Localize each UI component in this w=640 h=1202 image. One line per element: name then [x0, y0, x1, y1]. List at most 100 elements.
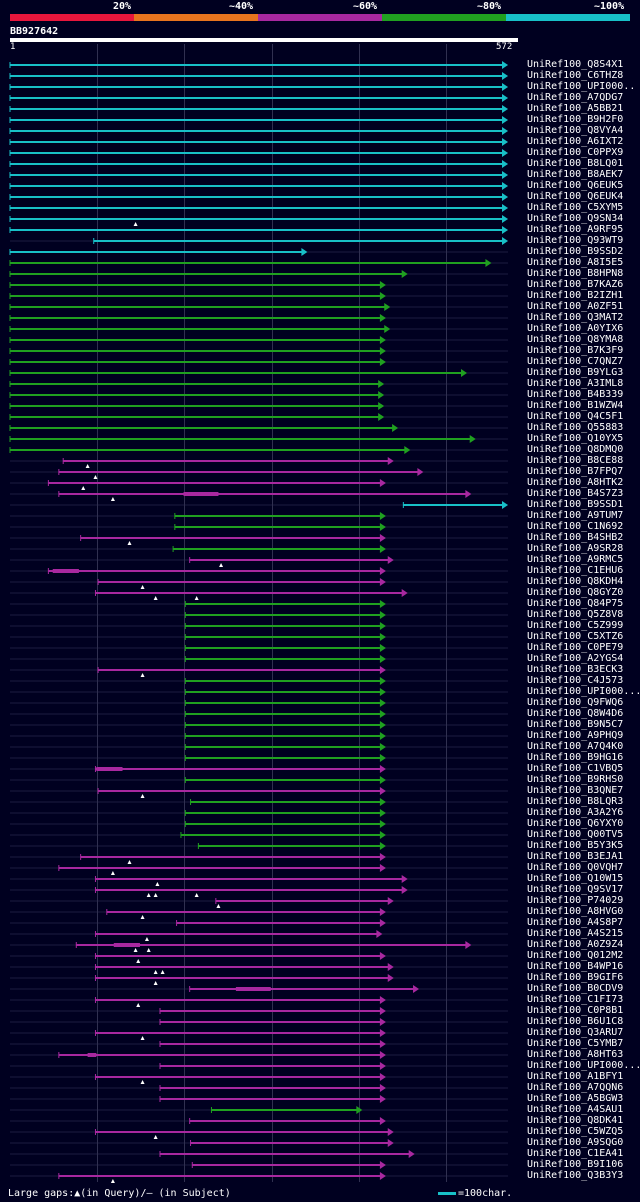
hit-label[interactable]: UniRef100_A8HVG0: [527, 906, 624, 917]
hit-label[interactable]: UniRef100_A0YIX6: [527, 323, 624, 334]
hit-label[interactable]: UniRef100_B9GIF6: [527, 972, 624, 983]
hit-label[interactable]: UniRef100_C7QNZ7: [527, 356, 624, 367]
hit-label[interactable]: UniRef100_B4B339: [527, 389, 624, 400]
hit-label[interactable]: UniRef100_A7Q4K0: [527, 741, 624, 752]
hit-label[interactable]: UniRef100_A0Z9Z4: [527, 939, 624, 950]
hit-label[interactable]: UniRef100_Q8GYZ0: [527, 587, 624, 598]
hit-label[interactable]: UniRef100_A3IML8: [527, 378, 624, 389]
hit-label[interactable]: UniRef100_C5XYM5: [527, 202, 624, 213]
hit-label[interactable]: UniRef100_A0ZF51: [527, 301, 624, 312]
hit-label[interactable]: UniRef100_Q012M2: [527, 950, 624, 961]
hit-label[interactable]: UniRef100_Q93WT9: [527, 235, 624, 246]
hit-label[interactable]: UniRef100_C0P8B1: [527, 1005, 624, 1016]
hit-label[interactable]: UniRef100_B3ECK3: [527, 664, 624, 675]
hit-label[interactable]: UniRef100_B4S7Z3: [527, 488, 624, 499]
hit-label[interactable]: UniRef100_A7QDG7: [527, 92, 624, 103]
hit-label[interactable]: UniRef100_B3EJA1: [527, 851, 624, 862]
hit-label[interactable]: UniRef100_B2IZH1: [527, 290, 624, 301]
hit-label[interactable]: UniRef100_B4SHB2: [527, 532, 624, 543]
hit-label[interactable]: UniRef100_B0CDV9: [527, 983, 624, 994]
hit-label[interactable]: UniRef100_B7KAZ6: [527, 279, 624, 290]
hit-label[interactable]: UniRef100_A5BGW3: [527, 1093, 624, 1104]
hit-label[interactable]: UniRef100_B9RHS0: [527, 774, 624, 785]
hit-label[interactable]: UniRef100_A3A2Y6: [527, 807, 624, 818]
hit-label[interactable]: UniRef100_A8I5E5: [527, 257, 624, 268]
hit-label[interactable]: UniRef100_B7FPQ7: [527, 466, 624, 477]
hit-label[interactable]: UniRef100_C4J573: [527, 675, 624, 686]
hit-label[interactable]: UniRef100_B9SSD1: [527, 499, 624, 510]
hit-label[interactable]: UniRef100_UPI000...: [527, 1060, 640, 1071]
hit-label[interactable]: UniRef100_B1WZW4: [527, 400, 624, 411]
hit-label[interactable]: UniRef100_Q00TV5: [527, 829, 624, 840]
hit-label[interactable]: UniRef100_Q6EUK5: [527, 180, 624, 191]
hit-label[interactable]: UniRef100_Q8DMQ0: [527, 444, 624, 455]
hit-label[interactable]: UniRef100_Q8VYA4: [527, 125, 624, 136]
hit-label[interactable]: UniRef100_C1EA41: [527, 1148, 624, 1159]
hit-label[interactable]: UniRef100_C6THZ8: [527, 70, 624, 81]
hit-label[interactable]: UniRef100_C1N692: [527, 521, 624, 532]
hit-label[interactable]: UniRef100_A7QQN6: [527, 1082, 624, 1093]
hit-label[interactable]: UniRef100_A8HTK2: [527, 477, 624, 488]
hit-label[interactable]: UniRef100_B9H2F0: [527, 114, 624, 125]
hit-label[interactable]: UniRef100_A9RMC5: [527, 554, 624, 565]
hit-label[interactable]: UniRef100_A4SAU1: [527, 1104, 624, 1115]
hit-label[interactable]: UniRef100_B8CE88: [527, 455, 624, 466]
hit-label[interactable]: UniRef100_B4WP16: [527, 961, 624, 972]
hit-label[interactable]: UniRef100_Q55883: [527, 422, 624, 433]
hit-label[interactable]: UniRef100_Q8S4X1: [527, 59, 624, 70]
hit-label[interactable]: UniRef100_C1VBQ5: [527, 763, 624, 774]
hit-label[interactable]: UniRef100_B6U1C8: [527, 1016, 624, 1027]
hit-label[interactable]: UniRef100_Q6YXY0: [527, 818, 624, 829]
hit-label[interactable]: UniRef100_Q5Z8V8: [527, 609, 624, 620]
hit-label[interactable]: UniRef100_C5WZQ5: [527, 1126, 624, 1137]
hit-label[interactable]: UniRef100_Q0VQH7: [527, 862, 624, 873]
hit-label[interactable]: UniRef100_A1BFY1: [527, 1071, 624, 1082]
hit-label[interactable]: UniRef100_B8AEK7: [527, 169, 624, 180]
hit-label[interactable]: UniRef100_B8HPN8: [527, 268, 624, 279]
hit-label[interactable]: UniRef100_B3QNE7: [527, 785, 624, 796]
hit-label[interactable]: UniRef100_Q6EUK4: [527, 191, 624, 202]
hit-label[interactable]: UniRef100_A4S8P7: [527, 917, 624, 928]
hit-label[interactable]: UniRef100_A5BB21: [527, 103, 624, 114]
hit-label[interactable]: UniRef100_C5Z999: [527, 620, 624, 631]
hit-label[interactable]: UniRef100_A9SQG0: [527, 1137, 624, 1148]
hit-label[interactable]: UniRef100_UPI000..: [527, 81, 636, 92]
hit-label[interactable]: UniRef100_Q10W15: [527, 873, 624, 884]
hit-label[interactable]: UniRef100_Q8YMA8: [527, 334, 624, 345]
hit-label[interactable]: UniRef100_Q3MAT2: [527, 312, 624, 323]
hit-label[interactable]: UniRef100_C5YMB7: [527, 1038, 624, 1049]
hit-label[interactable]: UniRef100_C0PPX9: [527, 147, 624, 158]
hit-label[interactable]: UniRef100_P74029: [527, 895, 624, 906]
hit-label[interactable]: UniRef100_Q8KDH4: [527, 576, 624, 587]
hit-label[interactable]: UniRef100_B9I106: [527, 1159, 624, 1170]
hit-label[interactable]: UniRef100_UPI000...: [527, 686, 640, 697]
hit-label[interactable]: UniRef100_Q4C5F1: [527, 411, 624, 422]
hit-label[interactable]: UniRef100_C1EHU6: [527, 565, 624, 576]
hit-label[interactable]: UniRef100_A9SR28: [527, 543, 624, 554]
hit-label[interactable]: UniRef100_A9RF95: [527, 224, 624, 235]
hit-label[interactable]: UniRef100_Q8DK41: [527, 1115, 624, 1126]
hit-label[interactable]: UniRef100_A6IXT2: [527, 136, 624, 147]
hit-label[interactable]: UniRef100_Q3B3Y3: [527, 1170, 624, 1181]
hit-label[interactable]: UniRef100_A4S215: [527, 928, 624, 939]
hit-label[interactable]: UniRef100_Q84P75: [527, 598, 624, 609]
hit-label[interactable]: UniRef100_Q8W4D6: [527, 708, 624, 719]
hit-label[interactable]: UniRef100_C1FI73: [527, 994, 624, 1005]
hit-label[interactable]: UniRef100_B9HG16: [527, 752, 624, 763]
hit-label[interactable]: UniRef100_B5Y3K5: [527, 840, 624, 851]
hit-label[interactable]: UniRef100_B9SSD2: [527, 246, 624, 257]
hit-label[interactable]: UniRef100_Q9SN34: [527, 213, 624, 224]
hit-label[interactable]: UniRef100_A9PHQ9: [527, 730, 624, 741]
hit-label[interactable]: UniRef100_A8HT63: [527, 1049, 624, 1060]
hit-label[interactable]: UniRef100_Q10YX5: [527, 433, 624, 444]
hit-label[interactable]: UniRef100_Q3ARU7: [527, 1027, 624, 1038]
hit-label[interactable]: UniRef100_C0PE79: [527, 642, 624, 653]
hit-label[interactable]: UniRef100_A9TUM7: [527, 510, 624, 521]
hit-label[interactable]: UniRef100_A2YGS4: [527, 653, 624, 664]
hit-label[interactable]: UniRef100_C5XTZ6: [527, 631, 624, 642]
hit-label[interactable]: UniRef100_B9N5C7: [527, 719, 624, 730]
hit-label[interactable]: UniRef100_B7K3F9: [527, 345, 624, 356]
hit-label[interactable]: UniRef100_Q9SV17: [527, 884, 624, 895]
hit-label[interactable]: UniRef100_B8LQ01: [527, 158, 624, 169]
hit-label[interactable]: UniRef100_Q9FWQ6: [527, 697, 624, 708]
